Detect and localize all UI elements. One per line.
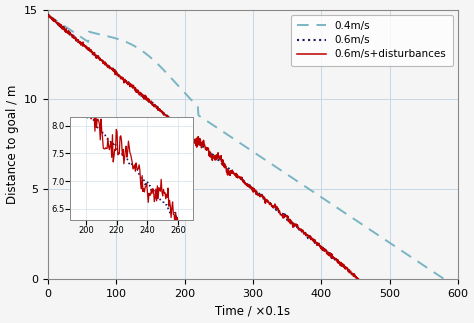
0.6m/s: [45, 12, 51, 16]
0.6m/s: [296, 228, 302, 232]
0.6m/s+disturbances: [98, 57, 103, 61]
0.6m/s+disturbances: [155, 108, 161, 112]
Line: 0.6m/s: 0.6m/s: [48, 14, 359, 280]
0.6m/s: [51, 18, 57, 22]
Y-axis label: Distance to goal / m: Distance to goal / m: [6, 85, 18, 204]
0.6m/s: [149, 100, 155, 104]
0.6m/s+disturbances: [356, 277, 362, 281]
0.6m/s: [212, 156, 218, 160]
0.4m/s: [408, 255, 414, 259]
0.6m/s+disturbances: [356, 278, 361, 282]
0.6m/s+disturbances: [270, 205, 276, 209]
0.6m/s+disturbances: [45, 13, 51, 17]
0.6m/s: [355, 278, 360, 282]
0.4m/s: [147, 55, 153, 59]
0.6m/s: [308, 236, 314, 240]
0.4m/s: [102, 34, 108, 37]
0.6m/s+disturbances: [164, 114, 170, 118]
0.6m/s: [356, 277, 362, 281]
0.4m/s: [45, 13, 51, 17]
X-axis label: Time / ×0.1s: Time / ×0.1s: [215, 305, 291, 318]
Line: 0.6m/s+disturbances: 0.6m/s+disturbances: [48, 15, 359, 280]
Legend: 0.4m/s, 0.6m/s, 0.6m/s+disturbances: 0.4m/s, 0.6m/s, 0.6m/s+disturbances: [291, 15, 453, 66]
Line: 0.4m/s: 0.4m/s: [48, 15, 444, 279]
0.6m/s+disturbances: [255, 193, 261, 197]
0.4m/s: [350, 216, 356, 220]
0.4m/s: [441, 277, 447, 281]
0.4m/s: [413, 258, 419, 262]
0.6m/s: [304, 234, 310, 238]
0.4m/s: [252, 151, 257, 155]
0.6m/s+disturbances: [186, 134, 192, 138]
